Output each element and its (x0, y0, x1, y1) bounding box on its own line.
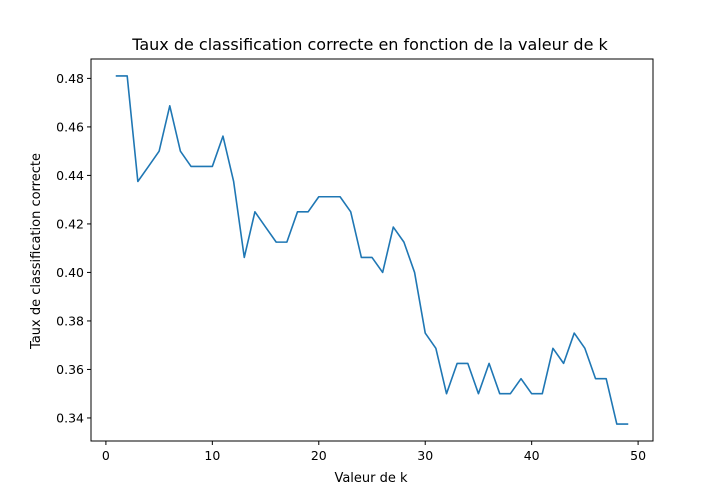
x-tick-label: 40 (524, 448, 540, 463)
y-tick-label: 0.48 (56, 71, 84, 86)
ticks-layer: 0 10 20 30 40 50 0.34 0.36 0.38 0.40 0.42 0.44 0.46 0… (56, 71, 646, 463)
plot-area: 0 10 20 30 40 50 0.34 0.36 0.38 0.40 0.42 0.44 0.46 0… (56, 58, 654, 463)
y-tick-label: 0.36 (56, 362, 84, 377)
x-axis-label: Valeur de k (334, 471, 408, 486)
y-tick-label: 0.38 (56, 313, 84, 328)
y-tick-label: 0.44 (56, 168, 84, 183)
x-tick-label: 10 (204, 448, 220, 463)
y-axis-label: Taux de classification correcte (29, 153, 44, 350)
y-tick-label: 0.40 (56, 265, 84, 280)
series-line (115, 75, 629, 425)
x-tick-label: 20 (311, 448, 327, 463)
chart-title: Taux de classification correcte en fonct… (131, 35, 608, 54)
series-layer (115, 75, 629, 425)
y-tick-label: 0.34 (56, 410, 84, 425)
plot-frame (90, 58, 654, 442)
y-tick-label: 0.46 (56, 119, 84, 134)
x-tick-label: 30 (417, 448, 433, 463)
x-tick-label: 50 (630, 448, 646, 463)
y-tick-label: 0.42 (56, 216, 84, 231)
x-tick-label: 0 (102, 448, 110, 463)
